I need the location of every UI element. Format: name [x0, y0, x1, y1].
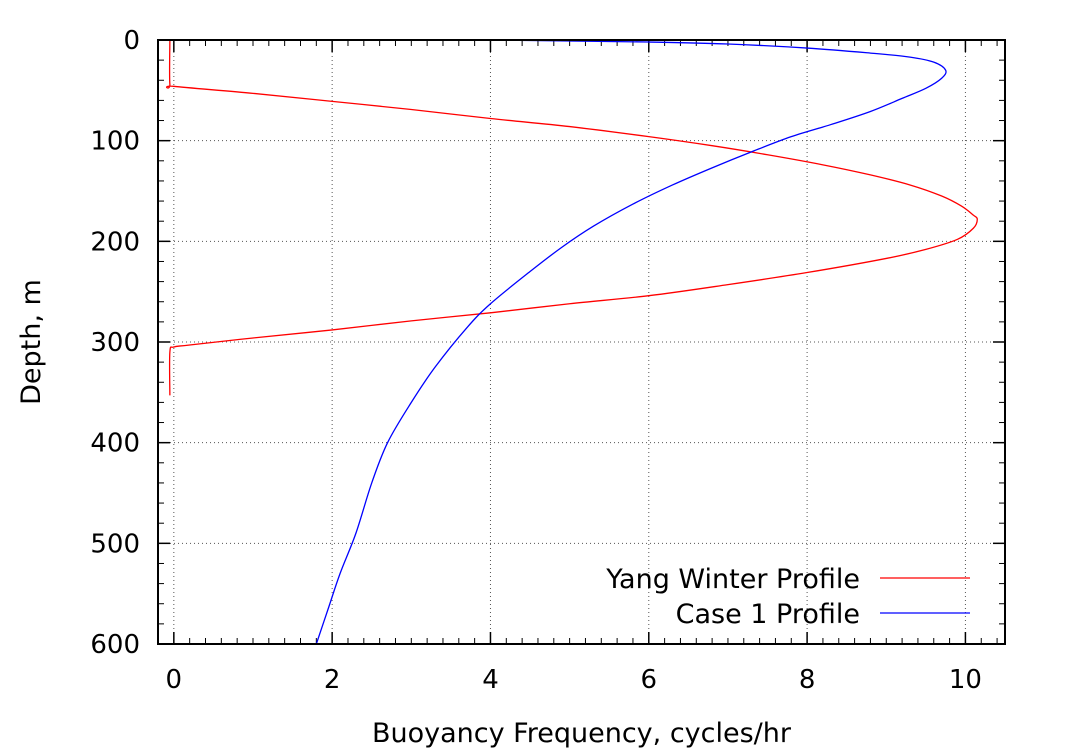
- x-axis-title: Buoyancy Frequency, cycles/hr: [372, 718, 792, 749]
- legend-label-case-1: Case 1 Profile: [676, 599, 860, 630]
- y-tick-label: 500: [90, 529, 140, 559]
- y-tick-label: 200: [90, 227, 140, 257]
- y-tick-label: 300: [90, 328, 140, 358]
- x-tick-label: 6: [641, 665, 658, 695]
- x-tick-label: 8: [799, 665, 816, 695]
- x-tick-label: 2: [324, 665, 341, 695]
- x-tick-labels: 0 2 4 6 8 10: [166, 665, 982, 695]
- y-tick-label: 400: [90, 429, 140, 459]
- grid: [158, 40, 1005, 644]
- legend: Yang Winter Profile Case 1 Profile: [605, 564, 970, 630]
- y-tick-label: 600: [90, 630, 140, 660]
- y-tick-label: 100: [90, 127, 140, 157]
- series-case-1-line: [315, 39, 947, 645]
- series-yang-winter-line: [166, 39, 978, 396]
- legend-label-yang-winter: Yang Winter Profile: [605, 564, 860, 595]
- y-tick-labels: 0 100 200 300 400 500 600: [90, 26, 140, 660]
- y-tick-label: 0: [123, 26, 140, 56]
- x-tick-label: 4: [482, 665, 499, 695]
- x-tick-label: 10: [949, 665, 982, 695]
- y-axis-title: Depth, m: [16, 279, 47, 405]
- minor-ticks: [157, 40, 1005, 644]
- major-ticks: [158, 39, 1005, 645]
- series-layer: [166, 39, 978, 645]
- x-tick-label: 0: [166, 665, 183, 695]
- plot-frame: [157, 39, 1006, 645]
